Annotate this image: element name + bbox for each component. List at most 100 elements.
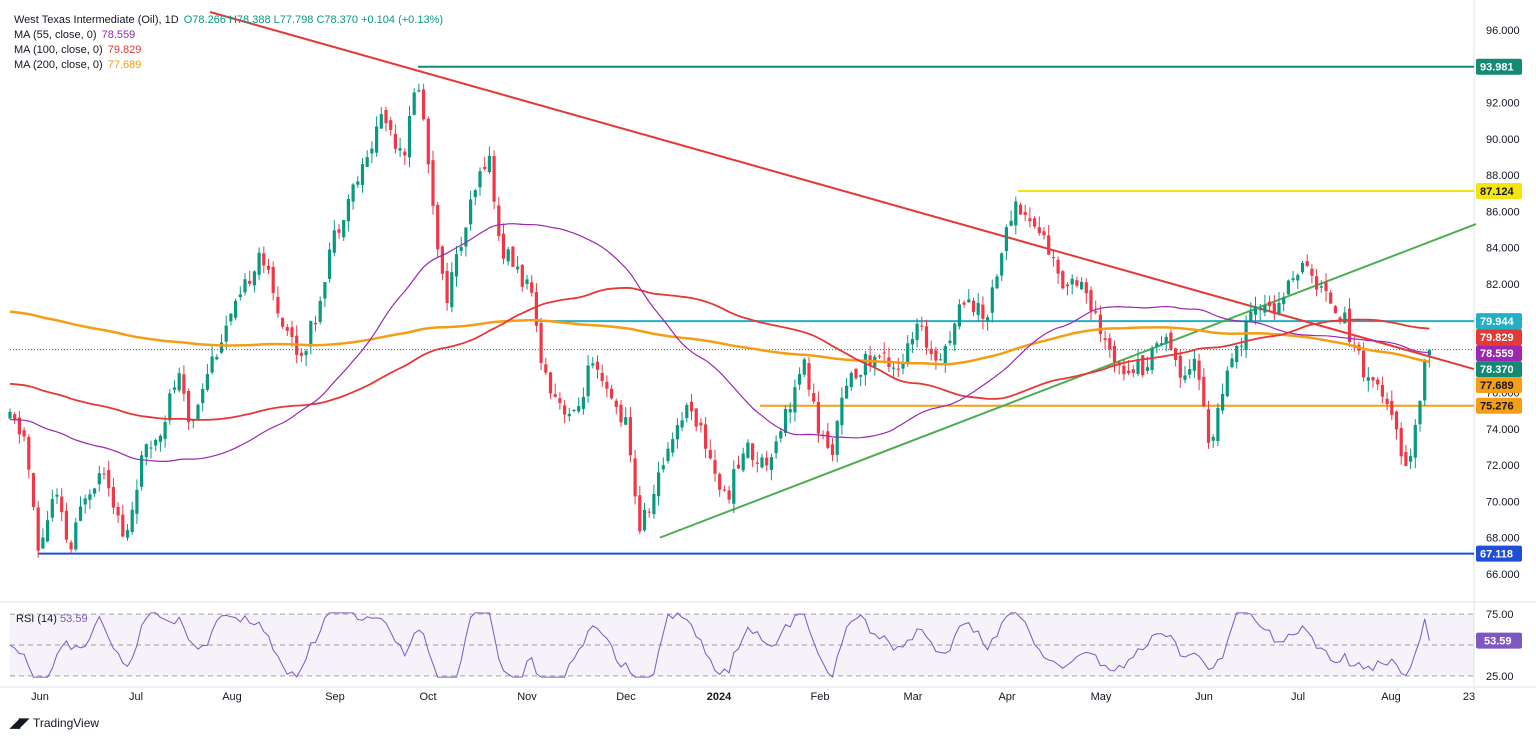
candle-body[interactable] [417,90,421,92]
candle-body[interactable] [1272,303,1276,315]
candle-body[interactable] [558,398,562,403]
candle-body[interactable] [22,430,26,437]
candle-body[interactable] [78,506,83,521]
candle-body[interactable] [638,495,642,532]
candle-body[interactable] [1202,376,1206,407]
candle-body[interactable] [1018,204,1023,215]
candle-body[interactable] [224,325,228,342]
candle-body[interactable] [121,514,125,537]
candle-body[interactable] [1108,338,1112,350]
candle-body[interactable] [1051,257,1055,259]
candle-body[interactable] [412,92,416,115]
candle-body[interactable] [1084,282,1088,294]
candle-body[interactable] [924,326,929,348]
candle-body[interactable] [699,422,703,426]
candle-body[interactable] [1286,280,1290,295]
candle-body[interactable] [281,317,285,327]
candle-body[interactable] [454,254,459,277]
candle-body[interactable] [422,89,426,120]
candle-body[interactable] [1197,360,1201,380]
candle-body[interactable] [915,323,919,340]
candle-body[interactable] [755,462,759,464]
candle-body[interactable] [501,233,506,259]
rsi-line[interactable] [9,612,1430,679]
ma100-legend-row[interactable]: MA (100, close, 0) 79.829 [14,43,443,58]
candle-body[interactable] [346,198,350,222]
candle-body[interactable] [506,249,510,262]
candle-body[interactable] [948,340,952,344]
candle-body[interactable] [1070,278,1074,285]
candle-body[interactable] [1230,358,1234,368]
candle-body[interactable] [680,420,684,428]
candle-body[interactable] [736,464,741,469]
candle-body[interactable] [732,469,736,504]
candle-body[interactable] [1112,345,1117,363]
candle-body[interactable] [1211,436,1215,441]
candle-body[interactable] [483,166,487,170]
candle-body[interactable] [375,126,379,153]
candle-body[interactable] [863,353,867,376]
candle-body[interactable] [290,327,294,337]
candle-body[interactable] [1258,309,1262,311]
candle-body[interactable] [27,436,31,470]
candle-body[interactable] [1206,409,1211,443]
candle-body[interactable] [694,408,698,427]
candle-body[interactable] [1033,218,1037,227]
candle-body[interactable] [464,227,468,247]
candle-body[interactable] [1315,276,1319,290]
candle-body[interactable] [172,387,177,390]
candle-body[interactable] [1221,393,1225,411]
candle-body[interactable] [1291,278,1295,281]
candle-body[interactable] [1009,220,1013,226]
candle-body[interactable] [459,247,463,251]
candle-body[interactable] [835,420,839,455]
candle-body[interactable] [859,375,863,377]
candle-body[interactable] [595,361,600,370]
candle-body[interactable] [60,496,64,513]
candle-body[interactable] [1324,282,1328,292]
candle-body[interactable] [50,499,54,518]
candle-body[interactable] [191,420,195,422]
candle-body[interactable] [102,473,106,475]
candle-body[interactable] [614,400,618,407]
candle-body[interactable] [830,444,835,456]
candle-body[interactable] [520,264,524,287]
candle-body[interactable] [440,246,444,274]
candle-body[interactable] [516,266,520,270]
candle-body[interactable] [633,458,637,497]
candle-body[interactable] [219,342,224,353]
ma200-legend-row[interactable]: MA (200, close, 0) 77.689 [14,58,443,73]
candle-body[interactable] [36,507,40,551]
candle-body[interactable] [727,490,731,500]
candle-body[interactable] [116,507,120,516]
candle-body[interactable] [802,359,806,375]
candle-body[interactable] [158,435,162,442]
candle-body[interactable] [1380,384,1384,397]
candle-body[interactable] [351,184,355,202]
candle-body[interactable] [262,253,266,266]
candle-body[interactable] [445,270,449,304]
candle-body[interactable] [469,199,473,225]
candle-body[interactable] [83,498,87,505]
candle-body[interactable] [906,343,910,364]
candle-body[interactable] [577,406,581,412]
candle-body[interactable] [652,493,656,515]
candle-body[interactable] [55,494,59,497]
candle-body[interactable] [205,374,209,390]
candle-body[interactable] [647,511,651,513]
candle-body[interactable] [671,439,675,453]
candle-body[interactable] [783,409,788,433]
candle-body[interactable] [64,510,68,540]
candle-body[interactable] [111,487,115,508]
candle-body[interactable] [765,457,769,466]
candle-body[interactable] [328,249,332,279]
candle-body[interactable] [248,280,252,284]
ma100-line[interactable] [9,286,1430,421]
candle-body[interactable] [877,355,882,357]
candle-body[interactable] [1404,452,1408,467]
candle-body[interactable] [849,372,853,388]
candle-body[interactable] [896,368,900,370]
candle-body[interactable] [619,404,623,423]
candle-body[interactable] [229,313,233,322]
